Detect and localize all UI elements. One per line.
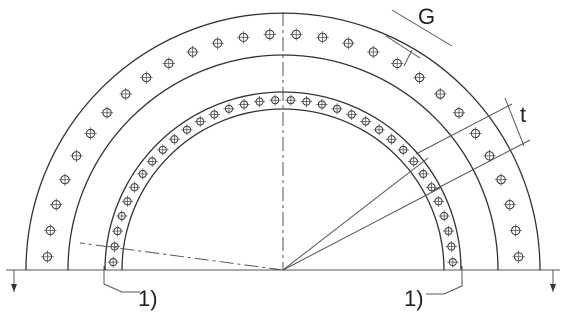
inner-hole — [397, 144, 409, 156]
outer-hole — [211, 37, 224, 50]
outer-hole — [316, 31, 329, 44]
inner-hole — [107, 256, 119, 268]
inner-hole — [425, 181, 438, 193]
outer-hole — [503, 198, 516, 211]
inner-hole — [109, 240, 121, 253]
inner-hole — [121, 195, 134, 207]
outer-hole — [469, 127, 482, 140]
dimension-g-leader — [403, 49, 413, 67]
inner-hole — [168, 133, 180, 145]
inner-hole — [238, 98, 250, 111]
dimension-t-arrow-line — [504, 97, 525, 147]
inner-hole — [269, 94, 281, 106]
outer-hole — [509, 224, 522, 237]
outer-hole — [512, 250, 525, 263]
inner-hole — [181, 124, 193, 136]
outer-hole — [483, 149, 496, 163]
outer-hole — [162, 57, 176, 70]
inner-hole — [194, 115, 206, 128]
outer-hole — [100, 106, 114, 119]
outer-hole — [290, 28, 303, 41]
inner-hole — [346, 108, 358, 121]
inner-hole — [146, 155, 158, 167]
note-leader-right — [426, 266, 463, 295]
inner-hole — [386, 133, 398, 145]
inner-hole — [223, 103, 235, 115]
outer-hole — [263, 28, 276, 41]
inner-hole — [438, 210, 450, 222]
outer-hole-circle — [41, 28, 525, 263]
outer-hole — [58, 173, 72, 186]
angle-line-right-lower — [282, 187, 441, 271]
outer-hole — [84, 127, 97, 140]
inner-ring-outer-edge — [104, 91, 462, 271]
outer-hole — [50, 198, 63, 211]
inner-hole — [360, 115, 372, 128]
inner-hole — [208, 108, 220, 121]
outer-hole — [390, 57, 404, 70]
outer-hole — [413, 71, 426, 84]
inner-hole — [128, 181, 141, 193]
inner-hole — [432, 195, 445, 207]
inner-hole — [445, 240, 457, 253]
inner-hole — [116, 210, 128, 222]
inner-hole — [137, 168, 149, 180]
outer-hole — [237, 31, 250, 44]
dimension-g-line-a — [391, 9, 453, 47]
inner-hole — [157, 144, 169, 156]
note-leader-left — [103, 266, 140, 293]
dimension-t-line-a — [415, 103, 513, 155]
outer-hole — [434, 87, 447, 101]
inner-hole — [253, 96, 266, 108]
outer-hole — [140, 71, 153, 84]
label-g: G — [418, 4, 435, 29]
outer-hole — [452, 106, 466, 119]
label-t: t — [520, 102, 526, 127]
inner-hole — [331, 103, 343, 115]
outer-hole — [44, 224, 57, 237]
angle-line-left — [79, 242, 284, 271]
dimension-t-line-b — [433, 139, 531, 191]
outer-hole — [186, 45, 199, 59]
inner-hole — [316, 98, 328, 111]
inner-hole-circle — [107, 94, 459, 268]
right-edge-arrow — [550, 284, 556, 292]
angle-line-right-upper — [282, 157, 429, 271]
inner-hole — [408, 155, 420, 167]
inner-hole — [285, 94, 297, 106]
dimension-g-line-b — [385, 35, 421, 59]
inner-hole — [417, 168, 429, 180]
inner-hole — [442, 225, 455, 237]
inner-hole — [300, 96, 313, 108]
outer-hole — [367, 45, 380, 59]
outer-hole — [119, 87, 132, 101]
outer-hole — [342, 37, 355, 50]
note-label-left: 1) — [138, 286, 158, 311]
outer-hole — [41, 250, 54, 263]
outer-hole — [494, 173, 508, 186]
inner-hole — [447, 256, 459, 268]
outer-hole — [70, 149, 83, 163]
inner-hole — [111, 225, 124, 237]
inner-hole — [373, 124, 385, 136]
left-edge-arrow — [11, 284, 17, 292]
outer-ring-outer-edge — [25, 12, 541, 271]
note-label-right: 1) — [404, 286, 424, 311]
